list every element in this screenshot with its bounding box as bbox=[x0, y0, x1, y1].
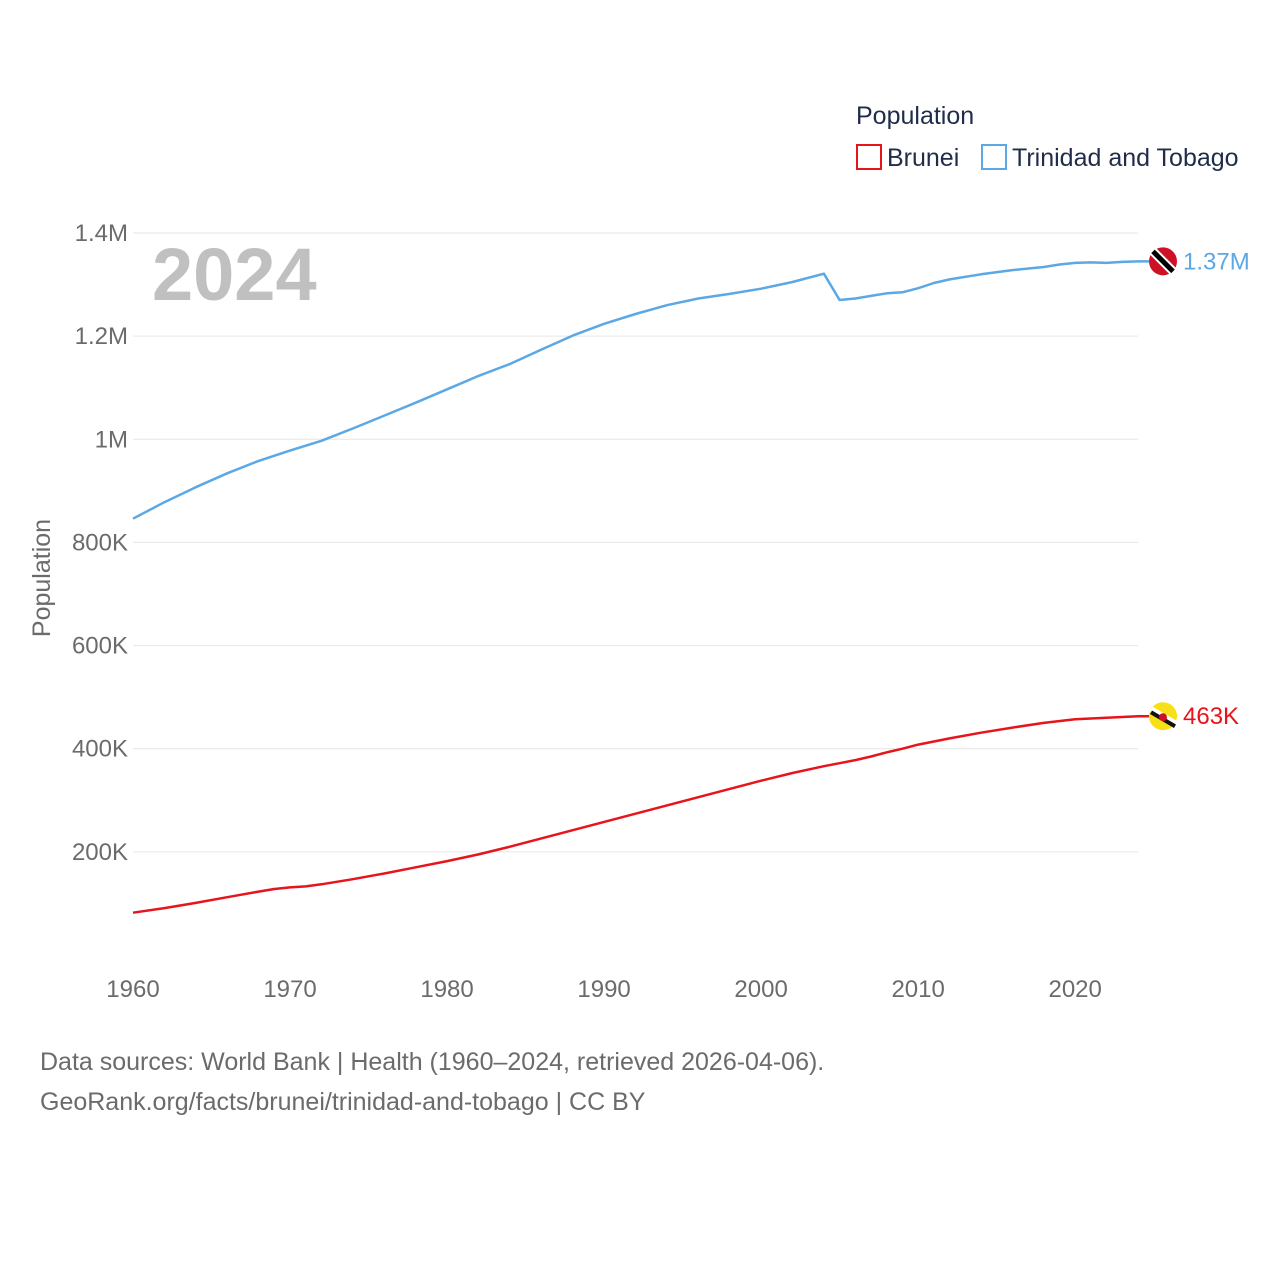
x-tick-label: 1960 bbox=[106, 976, 159, 1003]
brunei-flag-icon bbox=[1149, 702, 1177, 731]
x-tick-label: 2010 bbox=[891, 976, 944, 1003]
y-tick-label: 1.2M bbox=[75, 323, 128, 350]
series-line-brunei[interactable] bbox=[132, 714, 1139, 914]
y-tick-label: 600K bbox=[72, 633, 128, 660]
legend-title: Population bbox=[856, 102, 974, 130]
x-tick-label: 1980 bbox=[420, 976, 473, 1003]
series-line-trinidad-and-tobago[interactable] bbox=[132, 260, 1139, 520]
flag-stripe bbox=[1151, 249, 1175, 274]
grid-lines bbox=[133, 232, 1138, 853]
source-note: Data sources: World Bank | Health (1960–… bbox=[40, 1042, 824, 1122]
y-tick-label: 1.4M bbox=[75, 220, 128, 247]
source-line-1: Data sources: World Bank | Health (1960–… bbox=[40, 1048, 825, 1076]
series-lines: 463K 1.37M bbox=[132, 247, 1250, 914]
y-tick-label: 200K bbox=[72, 839, 128, 866]
trinidad-and-tobago-flag-icon bbox=[1149, 247, 1177, 276]
end-value-label-brunei: 463K bbox=[1183, 703, 1239, 730]
legend[interactable]: Population Brunei Trinidad and Tobago bbox=[856, 102, 1239, 172]
legend-swatch-brunei[interactable] bbox=[856, 144, 882, 170]
y-tick-label: 800K bbox=[72, 529, 128, 556]
x-tick-label: 2020 bbox=[1048, 976, 1101, 1003]
end-value-label-trinidad-and-tobago: 1.37M bbox=[1183, 248, 1250, 275]
x-tick-label: 1990 bbox=[577, 976, 630, 1003]
year-label: 2024 bbox=[152, 233, 317, 316]
x-tick-label: 1970 bbox=[263, 976, 316, 1003]
source-line-2[interactable]: GeoRank.org/facts/brunei/trinidad-and-to… bbox=[40, 1088, 646, 1116]
x-axis-ticks: 1960 1970 1980 1990 2000 2010 2020 bbox=[106, 976, 1102, 1003]
legend-label-brunei[interactable]: Brunei bbox=[887, 144, 959, 172]
legend-swatch-trinidad-and-tobago[interactable] bbox=[981, 144, 1007, 170]
y-tick-label: 1M bbox=[95, 426, 128, 453]
flag-emblem bbox=[1159, 713, 1167, 722]
legend-label-trinidad-and-tobago[interactable]: Trinidad and Tobago bbox=[1012, 144, 1239, 172]
y-tick-label: 400K bbox=[72, 736, 128, 763]
y-axis-ticks: 200K 400K 600K 800K 1M 1.2M 1.4M bbox=[72, 220, 128, 866]
x-tick-label: 2000 bbox=[734, 976, 787, 1003]
y-axis-title: Population bbox=[28, 519, 56, 637]
